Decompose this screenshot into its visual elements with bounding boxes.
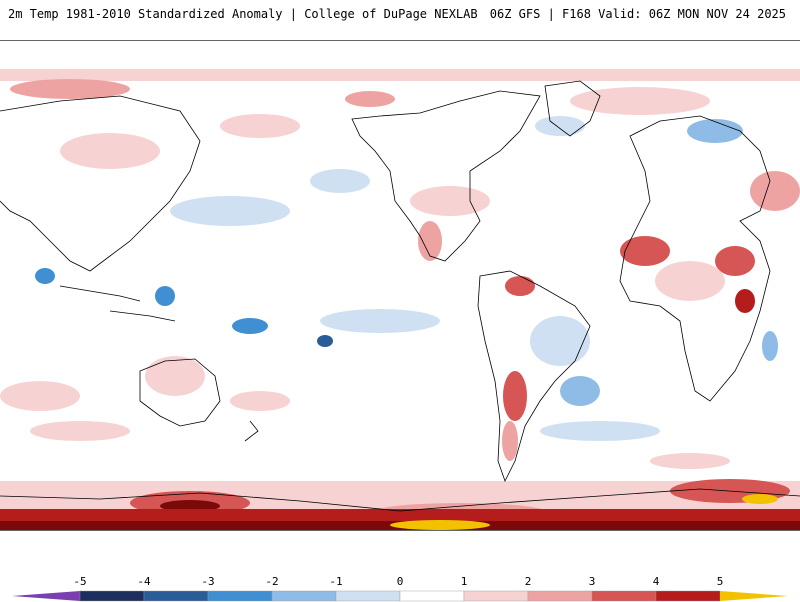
colorbar-tick-label: 3 <box>588 575 596 588</box>
colorbar-tick-label: 2 <box>524 575 532 588</box>
colorbar-tick-label: 0 <box>396 575 404 588</box>
colorbar-max-arrow <box>720 591 788 601</box>
coastlines <box>0 80 800 512</box>
colorbar-min-arrow <box>12 591 80 601</box>
map-svg <box>0 69 800 530</box>
colorbar: -5 -4 -3 -2 -1 0 1 2 3 4 5 <box>0 560 800 602</box>
anomaly-shading <box>0 69 800 530</box>
colorbar-tick-label: 1 <box>460 575 468 588</box>
colorbar-tick-label: -1 <box>329 575 343 588</box>
run-info: 06Z GFS | F168 Valid: 06Z MON NOV 24 202… <box>489 7 786 21</box>
colorbar-tick-label: 5 <box>716 575 724 588</box>
map-title: 2m Temp 1981-2010 Standardized Anomaly |… <box>8 7 478 21</box>
anomaly-map <box>0 40 800 531</box>
header: 2m Temp 1981-2010 Standardized Anomaly |… <box>0 0 800 36</box>
colorbar-strip <box>12 590 788 602</box>
colorbar-tick-label: -5 <box>73 575 87 588</box>
colorbar-tick-label: -3 <box>201 575 215 588</box>
colorbar-tick-label: 4 <box>652 575 660 588</box>
colorbar-tick-label: -4 <box>137 575 151 588</box>
colorbar-tick-label: -2 <box>265 575 279 588</box>
